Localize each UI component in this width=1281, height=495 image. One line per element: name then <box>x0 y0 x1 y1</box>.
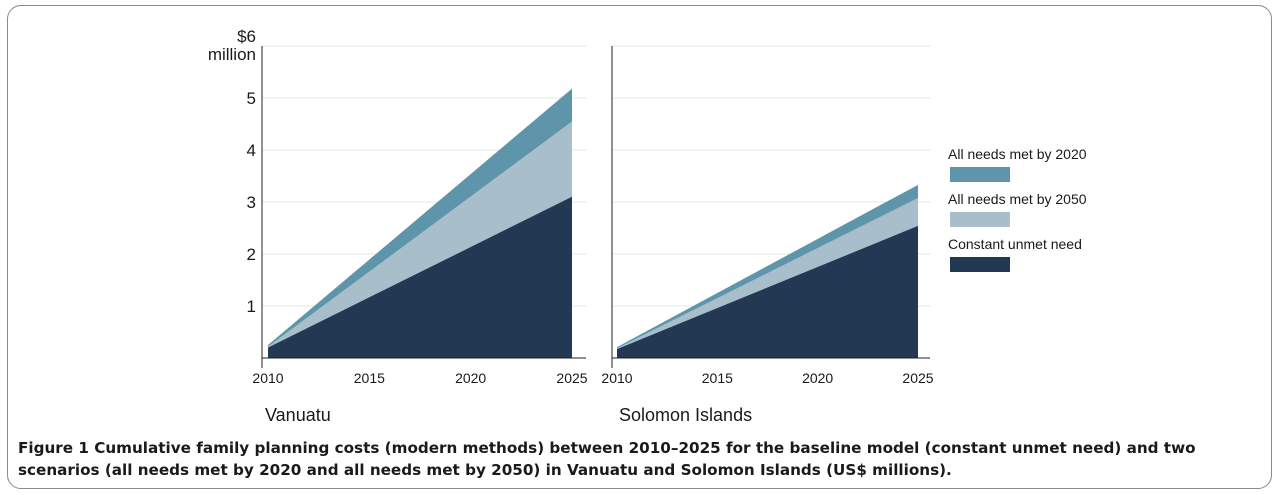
panel-label: Vanuatu <box>265 405 331 425</box>
y-unit-label: million <box>208 45 256 64</box>
y-tick-label: 3 <box>247 193 256 212</box>
panel-label: Solomon Islands <box>619 405 752 425</box>
legend-swatch <box>950 257 1010 272</box>
figure-caption: Figure 1 Cumulative family planning cost… <box>18 437 1263 481</box>
y-tick-label: 2 <box>247 245 256 264</box>
legend-label: All needs met by 2050 <box>948 191 1087 207</box>
y-tick-label: 1 <box>247 297 256 316</box>
figure-frame <box>7 5 1272 489</box>
x-tick-label: 2010 <box>601 370 632 386</box>
y-tick-label: $6 <box>237 27 256 46</box>
area-constant-unmet-need <box>268 196 572 358</box>
caption-text: Cumulative family planning costs (modern… <box>18 439 1196 479</box>
legend-label: All needs met by 2020 <box>948 146 1087 162</box>
x-tick-label: 2015 <box>702 370 733 386</box>
legend-label: Constant unmet need <box>948 236 1082 252</box>
y-tick-label: 4 <box>247 141 256 160</box>
x-tick-label: 2010 <box>252 370 283 386</box>
x-tick-label: 2020 <box>802 370 833 386</box>
x-tick-label: 2015 <box>354 370 385 386</box>
caption-label: Figure 1 <box>18 439 89 457</box>
area-constant-unmet-need <box>617 225 918 358</box>
legend-swatch <box>950 212 1010 227</box>
x-tick-label: 2025 <box>902 370 933 386</box>
y-tick-label: 5 <box>247 89 256 108</box>
x-tick-label: 2020 <box>455 370 486 386</box>
x-tick-label: 2025 <box>556 370 587 386</box>
legend-swatch <box>950 167 1010 182</box>
